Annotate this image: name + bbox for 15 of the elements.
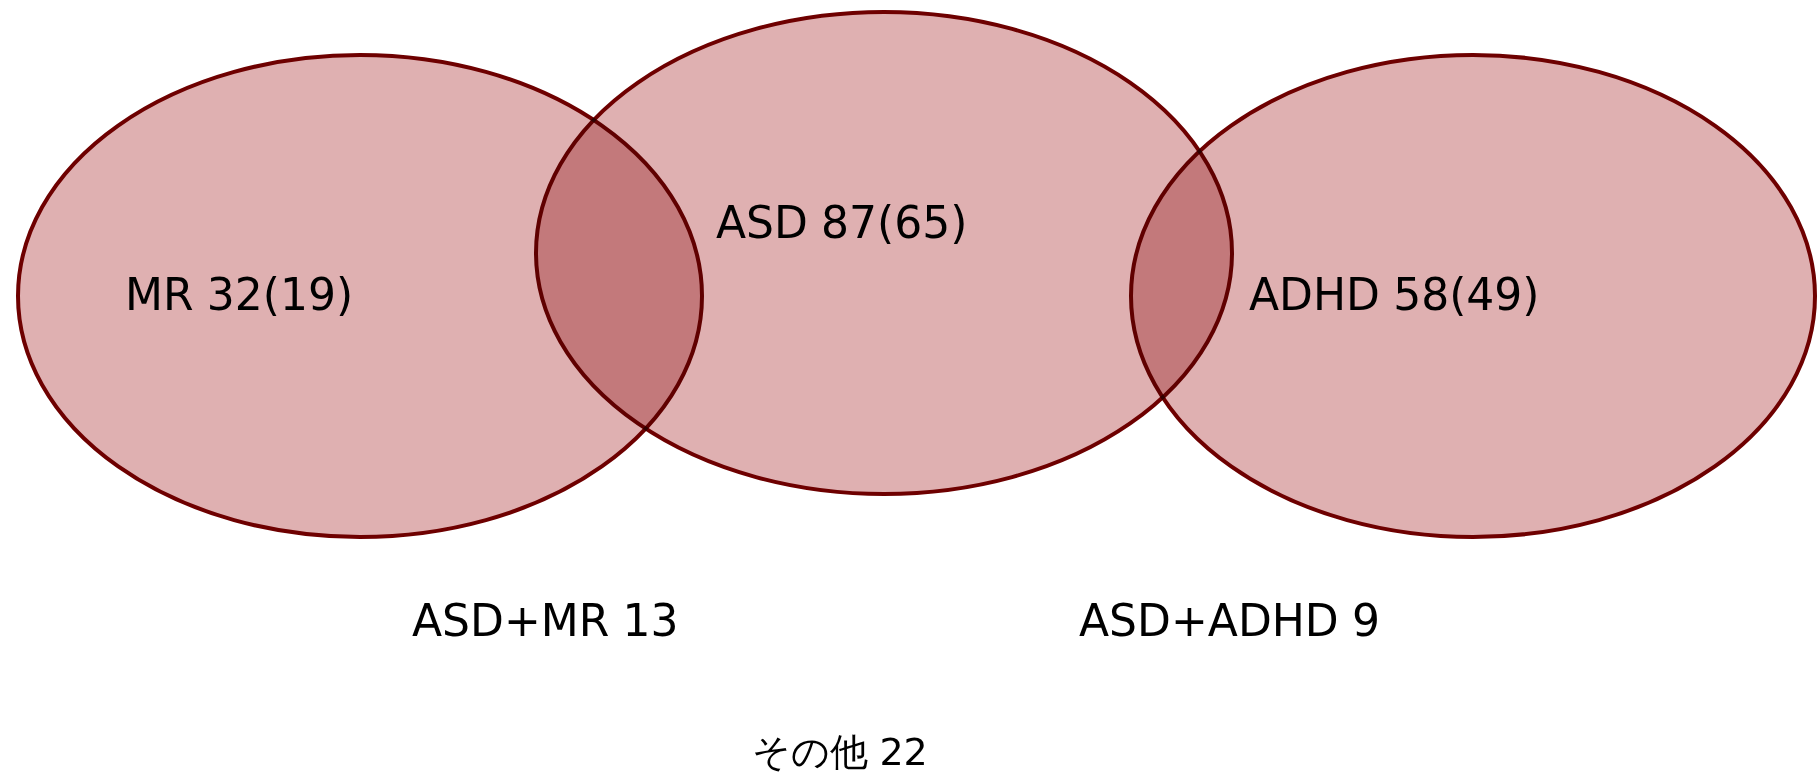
data-label: (65) xyxy=(877,197,968,248)
data-label: (49) xyxy=(1449,269,1540,320)
data-label: 32 xyxy=(206,269,263,320)
data-label: (19) xyxy=(262,269,354,320)
category-label: ASD+MR xyxy=(412,595,610,646)
data-label: 13 xyxy=(622,595,679,646)
data-label: 58 xyxy=(1393,269,1450,320)
category-label: ASD xyxy=(716,197,808,248)
category-label: MR xyxy=(125,269,194,320)
data-label: 9 xyxy=(1351,595,1380,646)
category-label: ADHD xyxy=(1249,269,1380,320)
category-label: その他 xyxy=(752,730,868,774)
category-label: ASD+ADHD xyxy=(1079,595,1339,646)
data-label: 87 xyxy=(821,197,878,248)
data-label: 22 xyxy=(879,730,928,774)
